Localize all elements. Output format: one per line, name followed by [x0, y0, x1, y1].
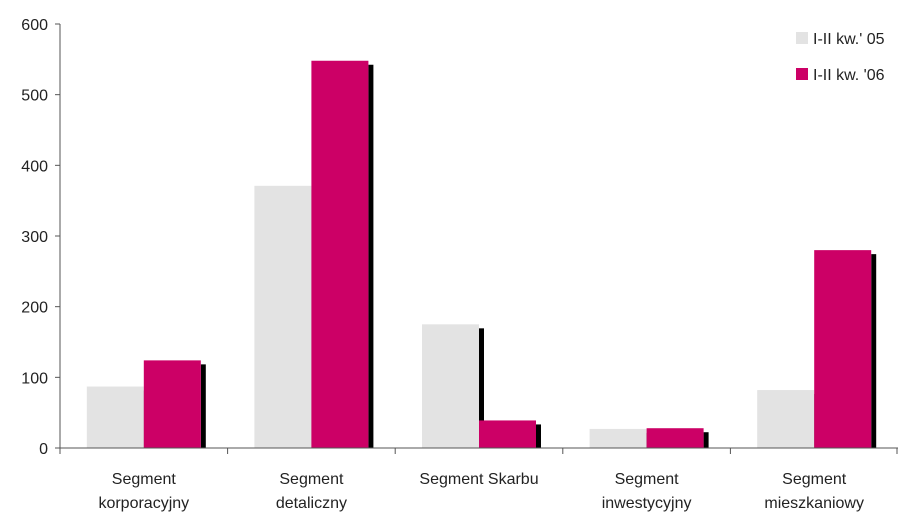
y-tick-label: 0 [39, 441, 48, 458]
legend-swatch [796, 68, 808, 80]
x-category-label: Segment [279, 471, 344, 488]
x-category-label: Segment Skarbu [419, 471, 538, 488]
axes-group: 0 100 200 300 400 500 600 Segment korporacyjny Se… [21, 17, 898, 512]
bar-series-1-0 [86, 386, 144, 448]
bar-shadow [536, 424, 541, 448]
legend: I-II kw.' 05 I-II kw. '06 [796, 31, 885, 84]
legend-label: I-II kw. '06 [813, 67, 885, 84]
x-category-label: Segment [615, 471, 680, 488]
bar-series-1-1 [254, 185, 312, 448]
y-tick-label: 400 [21, 158, 48, 175]
y-tick-label: 200 [21, 300, 48, 317]
bar-series-2-3 [646, 428, 704, 448]
x-category-label: detaliczny [276, 495, 347, 512]
bar-shadow [479, 328, 484, 448]
x-category-label: mieszkaniowy [764, 495, 864, 512]
bar-series-1-3 [589, 428, 647, 448]
bar-shadow [703, 432, 709, 448]
bar-shadow [200, 364, 206, 448]
bar-series-1-4 [757, 390, 815, 448]
bar-series-2-4 [814, 250, 872, 448]
bar-series-1-2 [422, 324, 479, 448]
y-tick-label: 500 [21, 88, 48, 105]
x-category-label: Segment [782, 471, 847, 488]
bars-group [86, 60, 877, 448]
legend-label: I-II kw.' 05 [813, 31, 885, 48]
x-category-label: Segment [112, 471, 177, 488]
bar-series-2-0 [143, 360, 201, 448]
x-category-label: korporacyjny [98, 495, 189, 512]
y-tick-label: 300 [21, 229, 48, 246]
y-tick-label: 100 [21, 370, 48, 387]
bar-shadow [871, 254, 877, 448]
y-tick-label: 600 [21, 17, 48, 34]
legend-swatch [796, 32, 808, 44]
bar-shadow [368, 64, 374, 448]
bar-series-2-2 [479, 420, 536, 448]
x-category-label: inwestycyjny [602, 495, 692, 512]
bar-series-2-1 [311, 60, 369, 448]
